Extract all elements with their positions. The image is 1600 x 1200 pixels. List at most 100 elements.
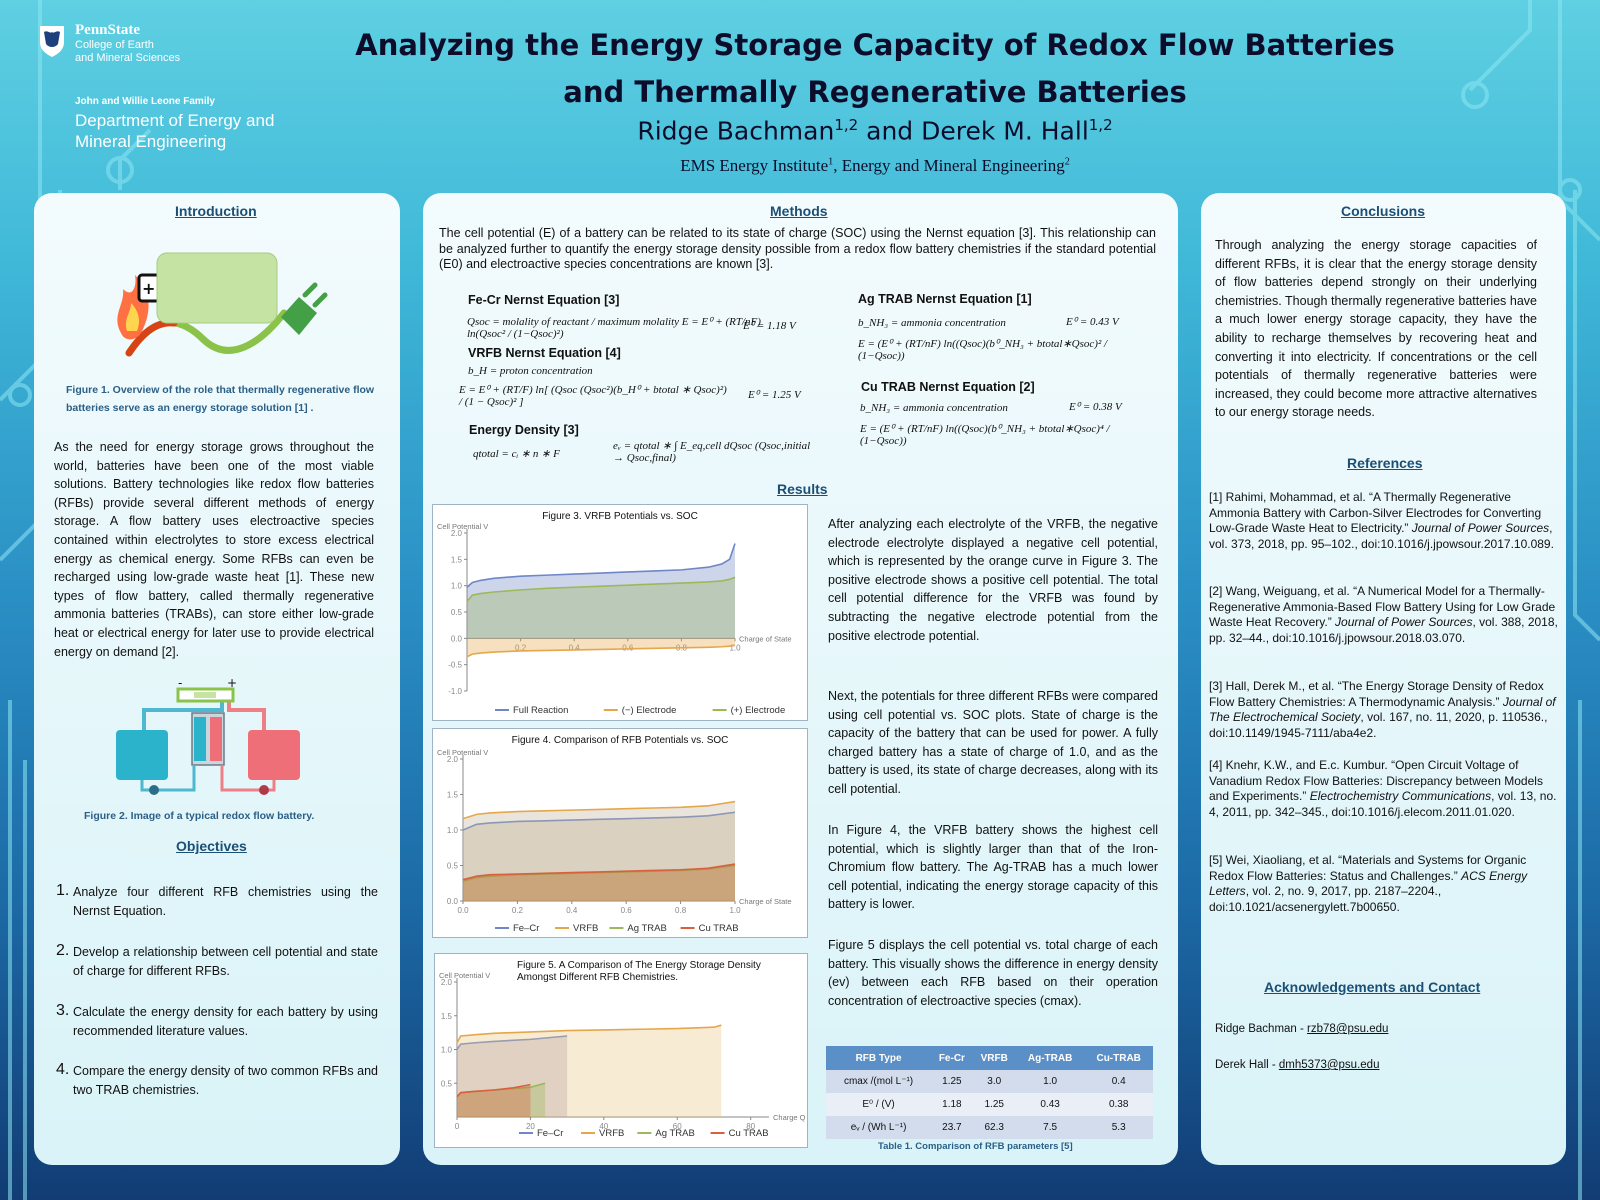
table-row: E⁰ / (V) 1.18 1.25 0.43 0.38 — [826, 1093, 1153, 1116]
energy-density-title: Energy Density [3] — [469, 423, 579, 437]
series-line — [456, 1083, 531, 1098]
series-line — [466, 543, 736, 588]
x-tick-label: 0.6 — [621, 906, 633, 915]
series-line — [466, 644, 736, 658]
y-tick-label: 1.0 — [447, 826, 459, 835]
energy-density-eq2: eᵥ = qtotal ∗ ∫ E_eq,cell dQsoc (Qsoc,in… — [613, 440, 811, 464]
objective-item: 1. Analyze four different RFB chemistries… — [56, 882, 378, 918]
y-tick-label: 1.5 — [441, 1012, 453, 1021]
figure2-flow-battery: - + — [116, 676, 300, 795]
series-line — [462, 800, 736, 820]
x-tick-label: 0.4 — [566, 906, 578, 915]
table-header: Ag-TRAB — [1015, 1046, 1085, 1070]
objective-item: 2. Develop a relationship between cell po… — [56, 942, 378, 978]
figure2-plus-label: + — [227, 676, 237, 690]
series-area — [467, 543, 735, 639]
department-block: John and Willie Leone Family Department … — [75, 96, 315, 152]
series-line — [456, 1035, 568, 1050]
x-tick-label: 80 — [746, 1122, 755, 1131]
introduction-heading: Introduction — [175, 203, 257, 219]
poster-header: PennState College of Earth and Mineral S… — [0, 0, 1600, 190]
university-name: PennState — [75, 22, 140, 38]
fecr-equation: Qsoc = molality of reactant / maximum mo… — [467, 316, 761, 340]
x-tick-label: 0.0 — [457, 906, 469, 915]
figure5-svg: Figure 5. A Comparison of The Energy Sto… — [439, 960, 806, 1139]
ag-trab-equation-title: Ag TRAB Nernst Equation [1] — [858, 292, 1032, 306]
tank-right — [248, 730, 300, 780]
figure1-illustration: + — [117, 252, 328, 357]
series-area — [467, 638, 735, 657]
ag-trab-equation: E = (E⁰ + (RT/nF) ln((Qsoc)(b⁰_NH₃ + bto… — [858, 338, 1108, 362]
legend-label: (+) Electrode — [731, 705, 786, 716]
objective-item: 4. Compare the energy density of two comm… — [56, 1061, 378, 1097]
poster-title: Analyzing the Energy Storage Capacity of… — [355, 28, 1395, 109]
legend-label: VRFB — [573, 923, 598, 934]
x-tick-label: 1.0 — [729, 643, 741, 652]
chart-title: Figure 5. A Comparison of The Energy Sto… — [517, 960, 761, 971]
vrfb-bh-definition: b_H = proton concentration — [468, 365, 593, 377]
results-paragraph-3: In Figure 4, the VRFB battery shows the … — [828, 823, 1158, 912]
contact-derek: Derek Hall - dmh5373@psu.edu — [1215, 1059, 1380, 1071]
y-tick-label: 2.0 — [441, 978, 453, 987]
series-line — [456, 1024, 722, 1044]
table-header: Fe-Cr — [931, 1046, 973, 1070]
results-paragraph-1: After analyzing each electrolyte of the … — [828, 517, 1158, 643]
x-tick-label: 0.6 — [622, 643, 634, 652]
x-axis-label: Charge Q — [773, 1113, 806, 1122]
methods-intro: The cell potential (E) of a battery can … — [439, 226, 1156, 271]
ag-trab-e0: E⁰ = 0.43 V — [1066, 316, 1119, 328]
plug-icon — [281, 282, 328, 335]
x-tick-label: 0 — [455, 1122, 460, 1131]
y-tick-label: 1.5 — [447, 791, 459, 800]
affiliations: EMS Energy Institute1, Energy and Minera… — [680, 156, 1070, 175]
table-row: cmax /(mol L⁻¹) 1.25 3.0 1.0 0.4 — [826, 1070, 1153, 1093]
series-area — [463, 801, 735, 901]
email-link-derek[interactable]: dmh5373@psu.edu — [1278, 1059, 1380, 1071]
series-line — [466, 576, 736, 602]
methods-heading: Methods — [770, 203, 828, 219]
reference-item: [4] Knehr, K.W., and E.c. Kumbur. “Open … — [1209, 758, 1557, 819]
x-tick-label: 40 — [599, 1122, 608, 1131]
authors: Ridge Bachman1,2 and Derek M. Hall1,2 — [637, 116, 1113, 146]
reference-item: [5] Wei, Xiaoliang, et al. “Materials an… — [1209, 853, 1528, 914]
introduction-body: As the need for energy storage grows thr… — [54, 440, 374, 659]
results-paragraph-4: Figure 5 displays the cell potential vs.… — [828, 938, 1158, 1008]
fecr-e0: E⁰ = 1.18 V — [743, 320, 796, 332]
results-heading: Results — [777, 481, 828, 497]
vrfb-equation-title: VRFB Nernst Equation [4] — [468, 346, 621, 360]
x-tick-label: 20 — [526, 1122, 535, 1131]
middle-panel: Methods The cell potential (E) of a batt… — [423, 193, 1178, 1165]
energy-density-eq1: qtotal = cᵢ ∗ n ∗ F — [473, 448, 560, 460]
table-header-row: RFB Type Fe-Cr VRFB Ag-TRAB Cu-TRAB — [826, 1046, 1153, 1070]
y-axis-label: Cell Potential V — [437, 748, 488, 757]
figure4-chart: Figure 4. Comparison of RFB Potentials v… — [432, 728, 808, 938]
figure3-chart: Figure 3. VRFB Potentials vs. SOC Cell Po… — [432, 504, 808, 721]
figure3-svg: Figure 3. VRFB Potentials vs. SOC Cell Po… — [437, 511, 792, 716]
y-tick-label: 2.0 — [451, 529, 463, 538]
y-tick-label: 0.5 — [451, 608, 463, 617]
ag-trab-b-definition: b_NH₃ = ammonia concentration — [858, 317, 1006, 329]
y-tick-label: 0.5 — [447, 862, 459, 871]
table-header: VRFB — [972, 1046, 1016, 1070]
y-tick-label: 0.0 — [447, 897, 459, 906]
series-area — [457, 1084, 531, 1117]
figure1-caption: Figure 1. Overview of the role that ther… — [66, 384, 375, 414]
figure2-minus-label: - — [178, 676, 182, 690]
legend-label: Cu TRAB — [729, 1128, 769, 1139]
acknowledgements-heading: Acknowledgements and Contact — [1264, 979, 1481, 995]
email-link-ridge[interactable]: rzb78@psu.edu — [1307, 1023, 1389, 1035]
objective-item: 3. Calculate the energy density for each … — [56, 1002, 378, 1038]
figure2-caption: Figure 2. Image of a typical redox flow … — [84, 810, 315, 822]
y-axis-label: Cell Potential V — [437, 522, 488, 531]
legend-label: Fe–Cr — [537, 1128, 563, 1139]
reference-item: [1] Rahimi, Mohammad, et al. “A Thermall… — [1209, 490, 1554, 551]
x-tick-label: 0.2 — [512, 906, 524, 915]
y-tick-label: 0.5 — [441, 1079, 453, 1088]
series-area — [463, 812, 735, 901]
cu-trab-b-definition: b_NH₃ = ammonia concentration — [860, 402, 1008, 414]
series-line — [462, 863, 736, 881]
legend-label: Full Reaction — [513, 705, 568, 716]
legend-label: Ag TRAB — [627, 923, 666, 934]
results-paragraph-2: Next, the potentials for three different… — [828, 689, 1158, 796]
legend-label: (−) Electrode — [622, 705, 677, 716]
